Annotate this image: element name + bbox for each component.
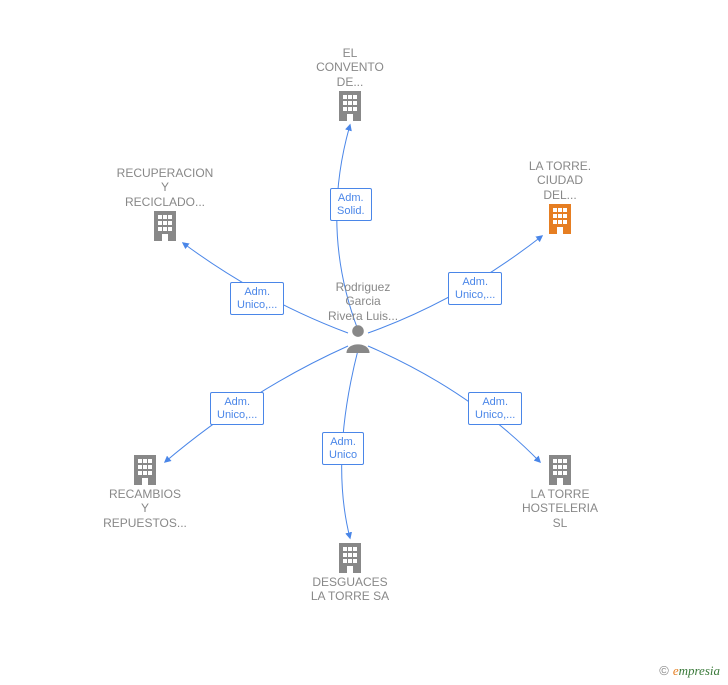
company-node-la-torre-hosteleria[interactable]: LA TORRE HOSTELERIA SL <box>510 453 610 530</box>
center-person-label: Rodriguez Garcia Rivera Luis... <box>328 280 398 323</box>
edge-label-top: Adm. Solid. <box>330 188 372 221</box>
company-label: RECUPERACION Y RECICLADO... <box>115 166 215 209</box>
edge-label-bottom: Adm. Unico <box>322 432 364 465</box>
diagram-container: Rodriguez Garcia Rivera Luis... EL CONVE… <box>0 0 728 685</box>
edge-label-tl: Adm. Unico,... <box>230 282 284 315</box>
building-icon <box>115 209 215 243</box>
company-label: LA TORRE. CIUDAD DEL... <box>510 159 610 202</box>
building-icon <box>510 453 610 487</box>
company-node-desguaces[interactable]: DESGUACES LA TORRE SA <box>300 541 400 604</box>
company-node-la-torre-ciudad[interactable]: LA TORRE. CIUDAD DEL... <box>510 159 610 236</box>
building-icon <box>95 453 195 487</box>
copyright-symbol: © <box>659 663 669 678</box>
building-icon <box>300 89 400 123</box>
building-icon <box>300 541 400 575</box>
company-node-recuperacion[interactable]: RECUPERACION Y RECICLADO... <box>115 166 215 243</box>
watermark-rest: mpresia <box>679 663 720 678</box>
company-node-recambios[interactable]: RECAMBIOS Y REPUESTOS... <box>95 453 195 530</box>
company-label: DESGUACES LA TORRE SA <box>300 575 400 604</box>
edge-label-tr: Adm. Unico,... <box>448 272 502 305</box>
center-person-node[interactable] <box>344 323 372 353</box>
company-label: EL CONVENTO DE... <box>300 46 400 89</box>
edge-label-left: Adm. Unico,... <box>210 392 264 425</box>
edge-label-right: Adm. Unico,... <box>468 392 522 425</box>
building-icon <box>510 202 610 236</box>
company-label: LA TORRE HOSTELERIA SL <box>510 487 610 530</box>
company-label: RECAMBIOS Y REPUESTOS... <box>95 487 195 530</box>
watermark: ©empresia <box>659 663 720 679</box>
company-node-el-convento[interactable]: EL CONVENTO DE... <box>300 46 400 123</box>
person-icon <box>344 323 372 353</box>
